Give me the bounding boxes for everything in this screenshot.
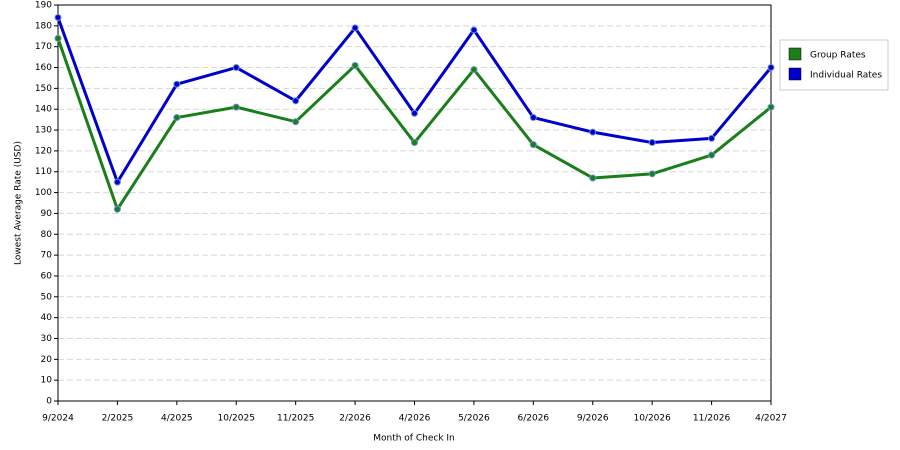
x-tick-label: 10/2026 <box>633 414 671 424</box>
data-point <box>708 134 716 142</box>
x-tick-label: 4/2026 <box>399 414 431 424</box>
y-tick-label: 60 <box>41 271 53 281</box>
x-tick-label: 9/2024 <box>42 414 74 424</box>
data-point <box>54 14 62 22</box>
legend-box <box>779 39 889 91</box>
x-tick-label: 11/2026 <box>693 414 731 424</box>
y-tick-label: 20 <box>41 355 53 365</box>
data-point <box>648 139 656 147</box>
y-tick-label: 190 <box>35 1 52 11</box>
data-point <box>173 80 181 88</box>
x-tick-label: 2/2025 <box>102 414 134 424</box>
data-point <box>529 114 537 122</box>
y-tick-label: 180 <box>35 21 52 31</box>
y-tick-label: 160 <box>35 63 52 73</box>
x-tick-label: 4/2027 <box>755 414 787 424</box>
data-point <box>54 34 62 42</box>
data-point <box>708 151 716 159</box>
x-tick-label: 6/2026 <box>517 414 549 424</box>
y-tick-label: 130 <box>35 126 52 136</box>
data-point <box>232 103 240 111</box>
data-point <box>113 205 121 213</box>
data-point <box>589 128 597 136</box>
x-tick-label: 2/2026 <box>339 414 371 424</box>
data-point <box>529 141 537 149</box>
plot-area <box>58 5 771 401</box>
legend-swatch <box>788 47 802 61</box>
x-tick-label: 5/2026 <box>458 414 490 424</box>
data-point <box>351 24 359 32</box>
data-point <box>470 66 478 74</box>
y-tick-label: 170 <box>35 42 52 52</box>
y-tick-label: 0 <box>46 397 52 407</box>
data-point <box>292 118 300 126</box>
data-point <box>351 61 359 69</box>
x-tick-label: 11/2025 <box>277 414 314 424</box>
y-tick-label: 10 <box>41 376 53 386</box>
y-axis-label: Lowest Average Rate (USD) <box>14 141 24 265</box>
y-tick-label: 50 <box>41 292 53 302</box>
data-point <box>767 103 775 111</box>
legend-swatch <box>788 67 802 81</box>
data-point <box>292 97 300 105</box>
x-axis-label: Month of Check In <box>373 434 455 444</box>
y-tick-label: 150 <box>35 84 52 94</box>
y-tick-label: 100 <box>35 188 52 198</box>
x-tick-label: 10/2025 <box>218 414 255 424</box>
x-tick-label: 4/2025 <box>161 414 193 424</box>
y-tick-label: 110 <box>35 167 52 177</box>
y-tick-label: 30 <box>41 334 53 344</box>
y-tick-label: 140 <box>35 105 52 115</box>
x-tick-label: 9/2026 <box>577 414 609 424</box>
y-tick-label: 40 <box>41 313 53 323</box>
data-point <box>767 64 775 72</box>
legend-label: Group Rates <box>810 51 866 61</box>
data-point <box>411 139 418 147</box>
data-point <box>589 174 597 182</box>
data-point <box>232 64 240 72</box>
legend-label: Individual Rates <box>810 71 882 81</box>
data-point <box>173 114 181 122</box>
y-tick-label: 80 <box>41 230 53 240</box>
y-tick-label: 90 <box>41 209 53 219</box>
data-point <box>113 178 121 186</box>
data-point <box>470 26 478 34</box>
y-tick-label: 70 <box>41 251 53 261</box>
y-tick-label: 120 <box>35 146 52 156</box>
data-point <box>648 170 656 178</box>
data-point <box>411 109 418 117</box>
